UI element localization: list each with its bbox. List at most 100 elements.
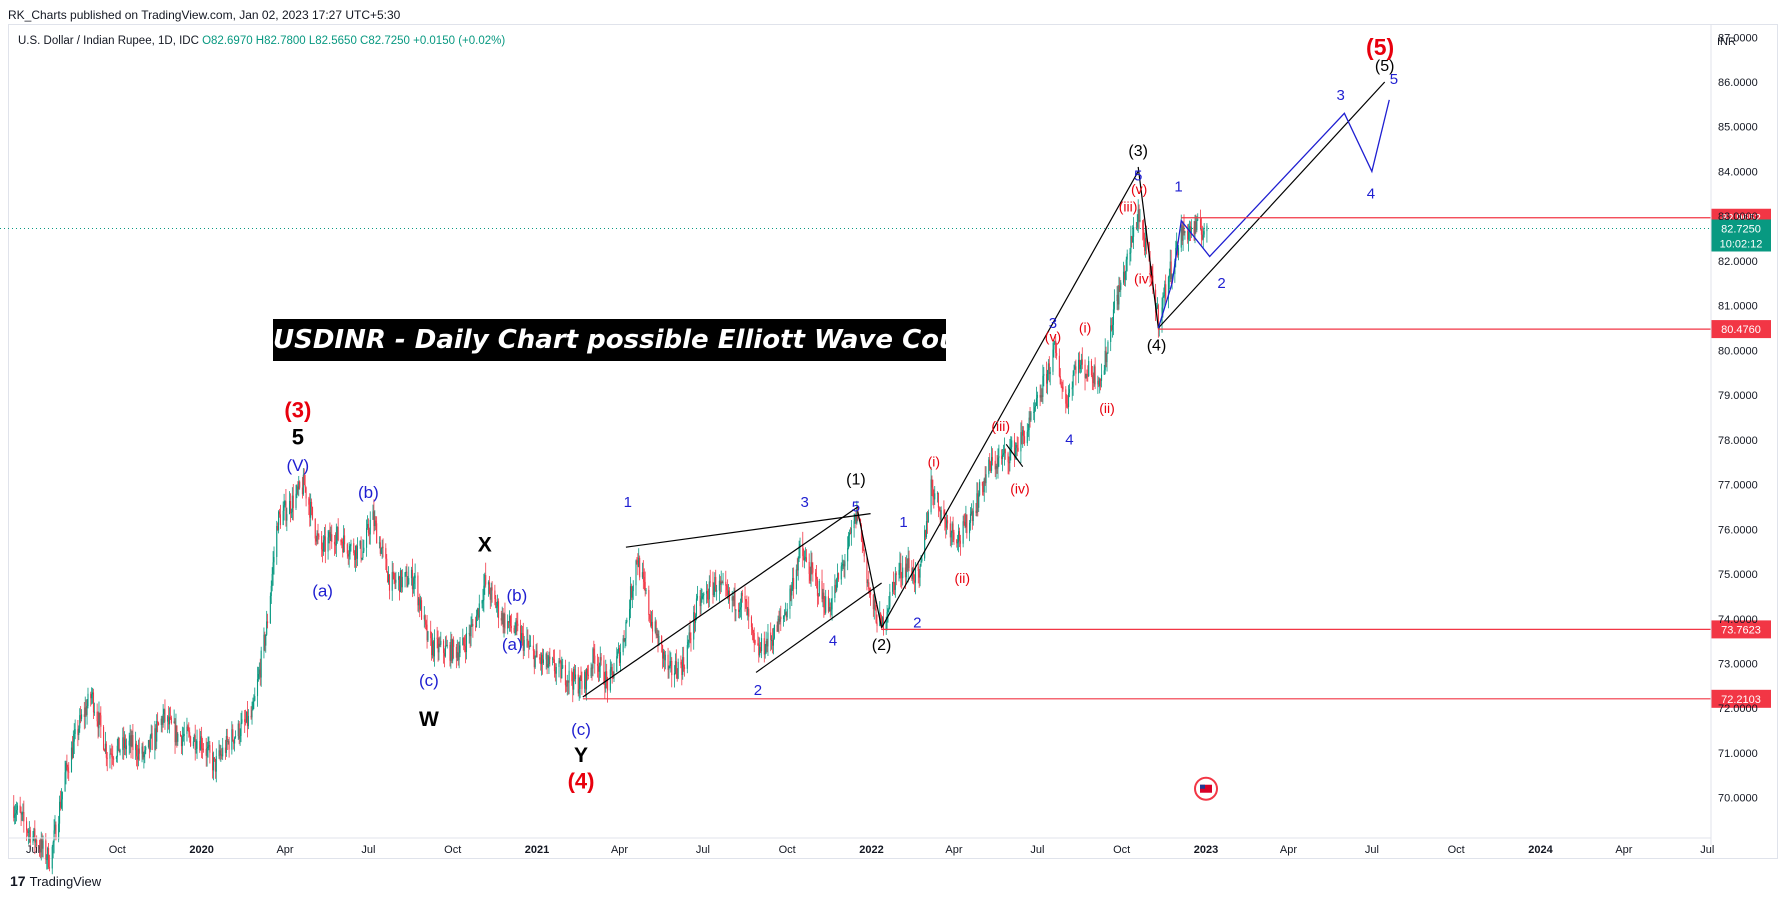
candle-body	[913, 568, 915, 581]
trendline[interactable]	[625, 513, 871, 548]
candle-body	[1157, 305, 1159, 330]
candle-body	[931, 479, 933, 488]
candle-body	[862, 540, 864, 551]
candle-body	[1010, 447, 1012, 449]
candle-body	[1100, 374, 1103, 381]
candle-body	[1027, 430, 1029, 432]
candle-body	[886, 611, 888, 620]
candle-body	[1188, 225, 1191, 233]
candle-body	[831, 597, 833, 610]
candle-body	[772, 638, 775, 646]
candle-body	[703, 593, 705, 596]
candle-body	[195, 748, 197, 750]
candle-body	[52, 842, 54, 847]
candle-body	[964, 521, 966, 528]
candle-body	[160, 718, 162, 726]
candle-body	[208, 745, 210, 747]
candle-body	[430, 631, 432, 639]
candle-body	[952, 523, 954, 533]
candle-body	[393, 572, 395, 580]
candle-body	[675, 661, 677, 675]
candle-body	[799, 544, 801, 547]
candle-body	[15, 810, 18, 814]
candle-body	[1046, 370, 1049, 384]
candle-body	[706, 591, 709, 600]
candle-body	[244, 719, 246, 722]
wave-label: (b)	[506, 586, 527, 605]
candle-body	[1052, 349, 1054, 372]
candle-body	[696, 595, 698, 599]
candle-body	[919, 565, 921, 578]
candle-body	[117, 737, 119, 746]
time-tick-label: Apr	[276, 844, 293, 856]
candle-body	[676, 674, 678, 679]
candle-body	[900, 563, 902, 578]
candle-body	[953, 532, 955, 540]
candle-body	[301, 487, 303, 495]
candle-body	[1073, 369, 1075, 376]
candle-body	[763, 638, 765, 655]
candle-body	[225, 736, 227, 753]
candle-body	[457, 652, 459, 661]
candle-body	[867, 582, 869, 584]
candle-body	[644, 581, 646, 591]
candle-body	[481, 600, 483, 604]
candle-body	[496, 606, 498, 608]
trendline[interactable]	[582, 506, 859, 698]
candle-body	[333, 541, 336, 545]
candle-body	[972, 510, 974, 522]
candle-body	[874, 599, 876, 609]
wave-label: (3)	[284, 397, 311, 422]
candle-body	[797, 558, 799, 571]
candle-body	[86, 706, 88, 715]
candle-body	[123, 737, 125, 748]
candle-body	[914, 566, 917, 583]
candle-body	[1164, 284, 1166, 296]
candle-body	[169, 717, 172, 719]
candle-body	[669, 661, 671, 667]
candle-body	[1103, 370, 1105, 375]
trendline[interactable]	[1157, 81, 1386, 329]
candle-body	[1156, 305, 1158, 309]
candle-body	[48, 848, 50, 868]
candle-body	[157, 721, 159, 724]
candle-body	[251, 710, 253, 718]
trendline[interactable]	[1005, 443, 1024, 468]
candle-body	[1092, 378, 1094, 384]
candle-body	[368, 532, 370, 535]
candle-body	[823, 592, 825, 608]
candle-body	[1183, 226, 1185, 233]
time-tick-label: 2023	[1194, 844, 1218, 856]
candle-body	[414, 575, 416, 579]
candle-body	[175, 725, 177, 743]
candle-body	[228, 741, 230, 750]
trendline[interactable]	[755, 582, 882, 673]
price-tick-label: 81.0000	[1718, 301, 1758, 313]
candle-body	[1078, 359, 1081, 369]
candle-body	[699, 595, 701, 607]
candle-body	[548, 656, 550, 664]
trendline[interactable]	[881, 171, 1139, 629]
trendline[interactable]	[857, 511, 883, 628]
candle-body	[348, 554, 350, 557]
candle-body	[725, 581, 727, 586]
candle-body	[522, 633, 524, 651]
candle-body	[1015, 445, 1017, 448]
time-tick-label: Apr	[1615, 844, 1632, 856]
price-tick-label: 76.0000	[1718, 524, 1758, 536]
candle-body	[574, 674, 577, 679]
candle-body	[181, 736, 183, 747]
candle-body	[1026, 431, 1028, 444]
trendline[interactable]	[1137, 166, 1159, 329]
price-tick-label: 72.0000	[1718, 703, 1758, 715]
candle-body	[975, 510, 977, 513]
candle-body	[1028, 417, 1030, 431]
candle-body	[316, 533, 318, 542]
candle-body	[914, 580, 916, 583]
projection-path[interactable]	[1157, 99, 1390, 329]
candle-body	[904, 567, 906, 578]
candle-body	[618, 648, 621, 663]
candle-body	[1110, 325, 1112, 343]
candle-body	[712, 581, 714, 596]
